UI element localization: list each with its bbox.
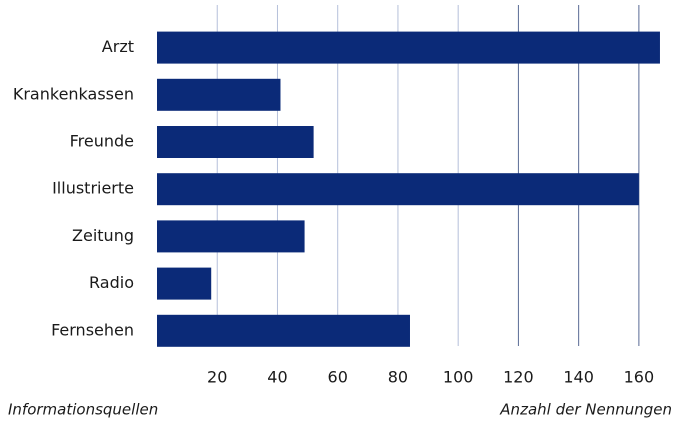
bar xyxy=(157,314,410,347)
y-tick-label: Zeitung xyxy=(72,226,134,245)
x-tick-label: 20 xyxy=(207,368,227,387)
bar xyxy=(157,220,305,253)
x-tick-label: 140 xyxy=(563,368,594,387)
y-tick-label: Krankenkassen xyxy=(13,84,134,103)
bar xyxy=(157,31,660,64)
x-tick-label: 40 xyxy=(267,368,287,387)
y-tick-label: Freunde xyxy=(70,132,134,151)
y-tick-label: Fernsehen xyxy=(51,320,134,339)
y-axis-title: Informationsquellen xyxy=(8,401,158,419)
y-tick-label: Illustrierte xyxy=(52,179,134,198)
bar xyxy=(157,267,212,300)
x-axis-title: Anzahl der Nennungen xyxy=(499,401,672,419)
x-tick-label: 60 xyxy=(328,368,348,387)
bar xyxy=(157,78,281,111)
bar xyxy=(157,173,639,206)
x-tick-label: 100 xyxy=(443,368,474,387)
x-tick-label: 160 xyxy=(624,368,655,387)
y-tick-label: Radio xyxy=(89,273,134,292)
y-tick-label: Arzt xyxy=(102,37,134,56)
x-tick-label: 120 xyxy=(503,368,534,387)
bar xyxy=(157,126,314,158)
x-tick-label: 80 xyxy=(388,368,408,387)
